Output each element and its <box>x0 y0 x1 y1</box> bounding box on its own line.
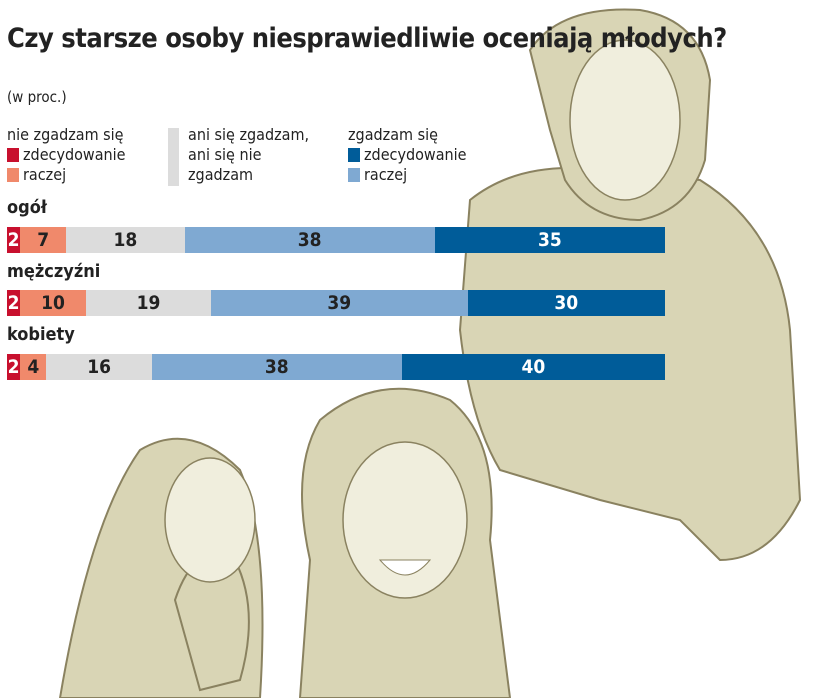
data-label: 39 <box>327 292 352 314</box>
data-label: 38 <box>264 356 289 378</box>
legend-label: raczej <box>23 165 67 184</box>
data-label: 2 <box>7 292 20 314</box>
bar-segment: 10 <box>20 290 86 316</box>
data-label: 19 <box>136 292 161 314</box>
data-label: 18 <box>113 229 138 251</box>
bar-segment: 35 <box>434 227 665 253</box>
legend-agree: zgadzam się zdecydowanie raczej <box>348 125 467 185</box>
data-label: 16 <box>87 356 111 378</box>
bar-segment: 30 <box>467 290 665 316</box>
legend-heading: zgadzam się <box>348 125 438 144</box>
bar-segment: 2 <box>7 354 21 380</box>
bar-segment: 19 <box>85 290 211 316</box>
legend-label: ani się nie <box>188 145 262 164</box>
data-label: 30 <box>554 292 579 314</box>
chart-subtitle: (w proc.) <box>7 88 67 106</box>
bar-segment: 18 <box>66 227 185 253</box>
legend-swatch <box>348 148 360 162</box>
legend-disagree: nie zgadzam się zdecydowanie raczej <box>7 125 126 185</box>
data-label: 7 <box>37 229 50 251</box>
legend-swatch <box>7 168 19 182</box>
legend-swatch <box>7 148 19 162</box>
bar-segment: 38 <box>184 227 435 253</box>
data-label: 4 <box>27 356 40 378</box>
bar-segment: 38 <box>151 354 402 380</box>
bar-segment: 16 <box>46 354 152 380</box>
bar-segment: 2 <box>7 227 21 253</box>
bar-row: 2 10 19 39 30 <box>7 290 665 316</box>
chart-title: Czy starsze osoby niesprawiedliwie oceni… <box>7 23 727 54</box>
data-label: 2 <box>7 356 20 378</box>
bar-segment: 2 <box>7 290 21 316</box>
bar-segment: 40 <box>401 354 665 380</box>
bar-row: 2 4 16 38 40 <box>7 354 665 380</box>
legend-label: raczej <box>364 165 408 184</box>
legend-swatch <box>168 128 179 186</box>
category-label: kobiety <box>7 324 75 345</box>
bar-row: 2 7 18 38 35 <box>7 227 665 253</box>
legend-neutral: ani się zgadzam, ani się nie zgadzam <box>168 125 310 186</box>
legend-label: ani się zgadzam, <box>188 125 310 144</box>
legend-label: zdecydowanie <box>364 145 467 164</box>
legend-swatch <box>348 168 360 182</box>
data-label: 2 <box>7 229 20 251</box>
data-label: 40 <box>521 356 546 378</box>
bar-segment: 7 <box>20 227 67 253</box>
bar-segment: 39 <box>210 290 468 316</box>
data-label: 35 <box>537 229 562 251</box>
data-label: 38 <box>297 229 322 251</box>
category-label: ogół <box>7 197 47 218</box>
legend-label: zgadzam <box>188 165 254 184</box>
bar-segment: 4 <box>20 354 47 380</box>
data-label: 10 <box>41 292 65 314</box>
category-label: mężczyźni <box>7 261 101 282</box>
legend-label: zdecydowanie <box>23 145 126 164</box>
legend-heading: nie zgadzam się <box>7 125 124 144</box>
